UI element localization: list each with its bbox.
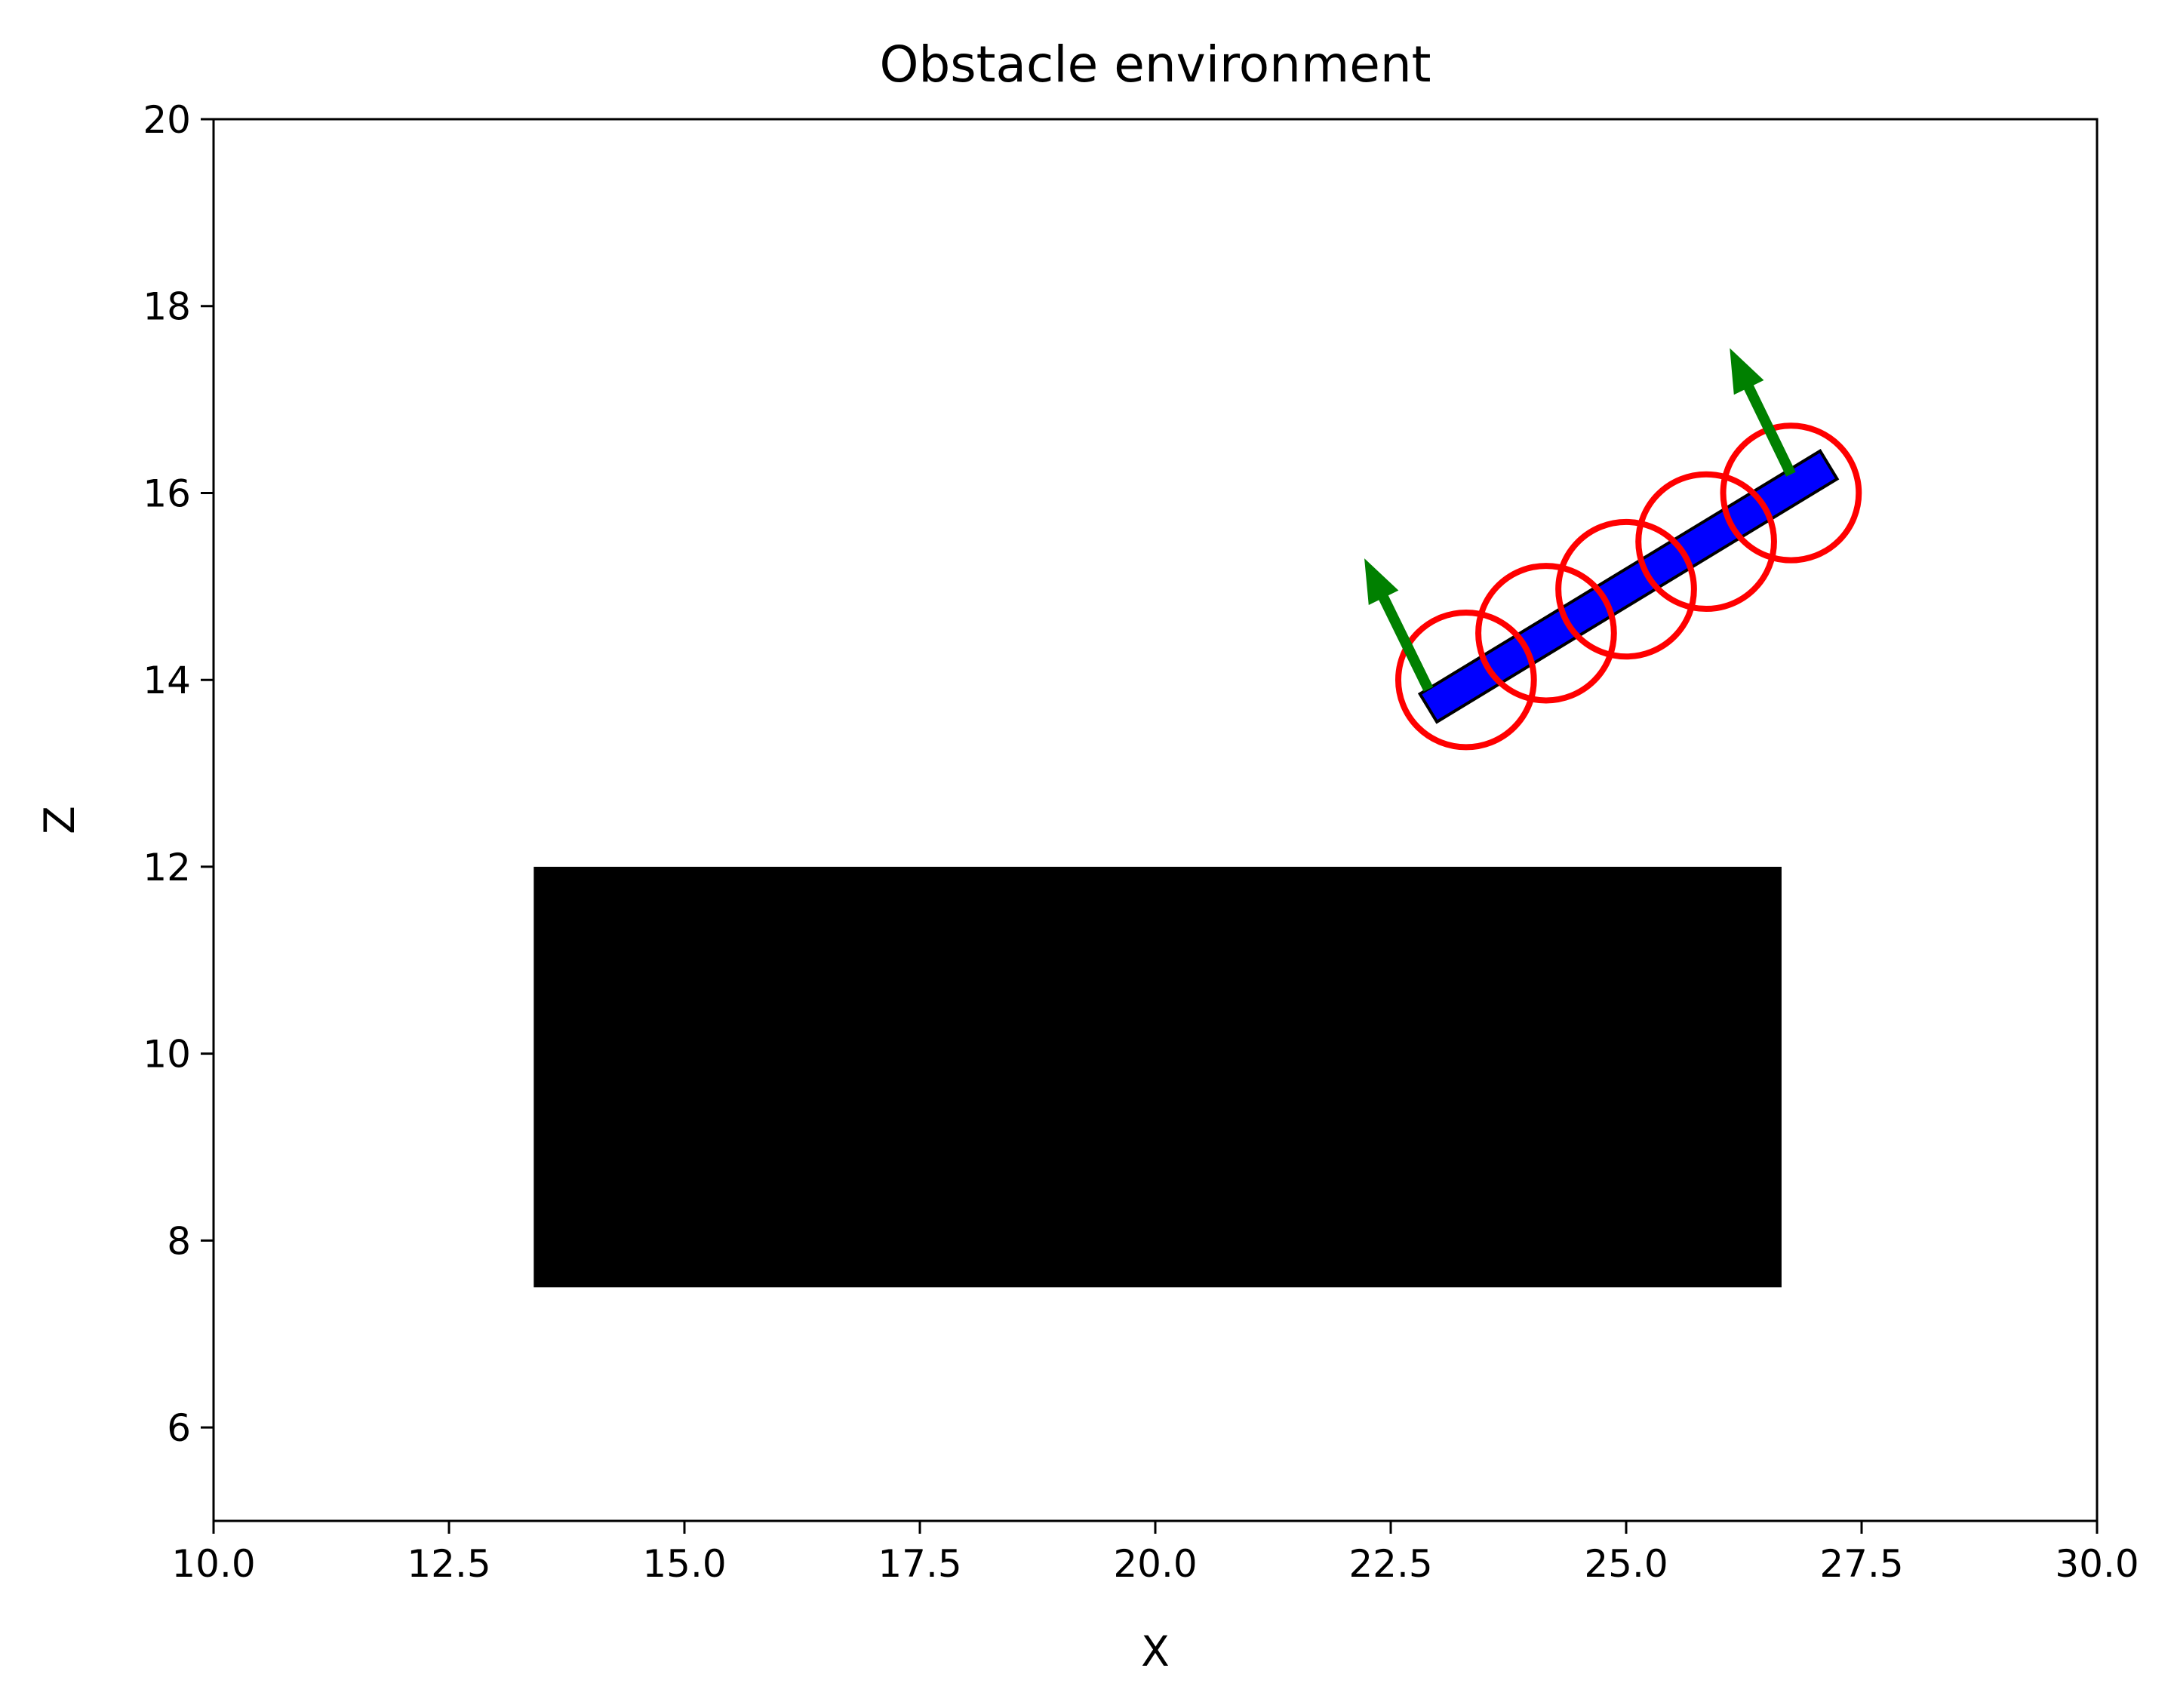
plot-area	[212, 118, 2099, 1522]
collision-circle-2	[1475, 563, 1617, 704]
x-tick-label-3: 17.5	[878, 1542, 961, 1586]
collision-circle-1	[1394, 610, 1537, 751]
y-tick-label-1: 8	[167, 1219, 191, 1263]
y-axis-label: Z	[35, 806, 84, 834]
x-tick-label-8: 30.0	[2055, 1542, 2139, 1586]
data-layer	[534, 348, 1862, 1288]
x-tick-label-7: 27.5	[1819, 1542, 1903, 1586]
x-tick-label-4: 20.0	[1113, 1542, 1197, 1586]
y-tick-label-2: 10	[143, 1033, 191, 1077]
y-tick-label-5: 16	[143, 472, 191, 515]
y-tick-label-0: 6	[167, 1406, 191, 1450]
x-axis-ticks: 10.0 12.5 15.0 17.5 20.0 22.5 25.0 27.5 30.0	[171, 1521, 2139, 1586]
y-tick-label-7: 20	[143, 98, 191, 142]
x-tick-label-6: 25.0	[1584, 1542, 1668, 1586]
y-tick-label-3: 12	[143, 846, 191, 889]
x-tick-label-2: 15.0	[642, 1542, 726, 1586]
x-tick-label-0: 10.0	[171, 1542, 255, 1586]
x-tick-label-1: 12.5	[407, 1542, 490, 1586]
x-axis-label: X	[1141, 1627, 1170, 1676]
collision-circle-5	[1720, 422, 1862, 564]
y-axis-ticks: 6 8 10 12 14 16 18 20	[143, 98, 214, 1450]
y-tick-label-4: 14	[143, 659, 191, 702]
rod-bar	[1417, 449, 1840, 724]
normal-arrow-1	[1364, 558, 1434, 692]
y-tick-label-6: 18	[143, 285, 191, 329]
chart-title: Obstacle environment	[879, 35, 1431, 94]
collision-circle-3	[1555, 518, 1697, 660]
obstacle-rect	[534, 866, 1782, 1288]
normal-arrow-2	[1730, 348, 1796, 477]
collision-circle-4	[1635, 471, 1777, 613]
x-tick-label-5: 22.5	[1348, 1542, 1432, 1586]
